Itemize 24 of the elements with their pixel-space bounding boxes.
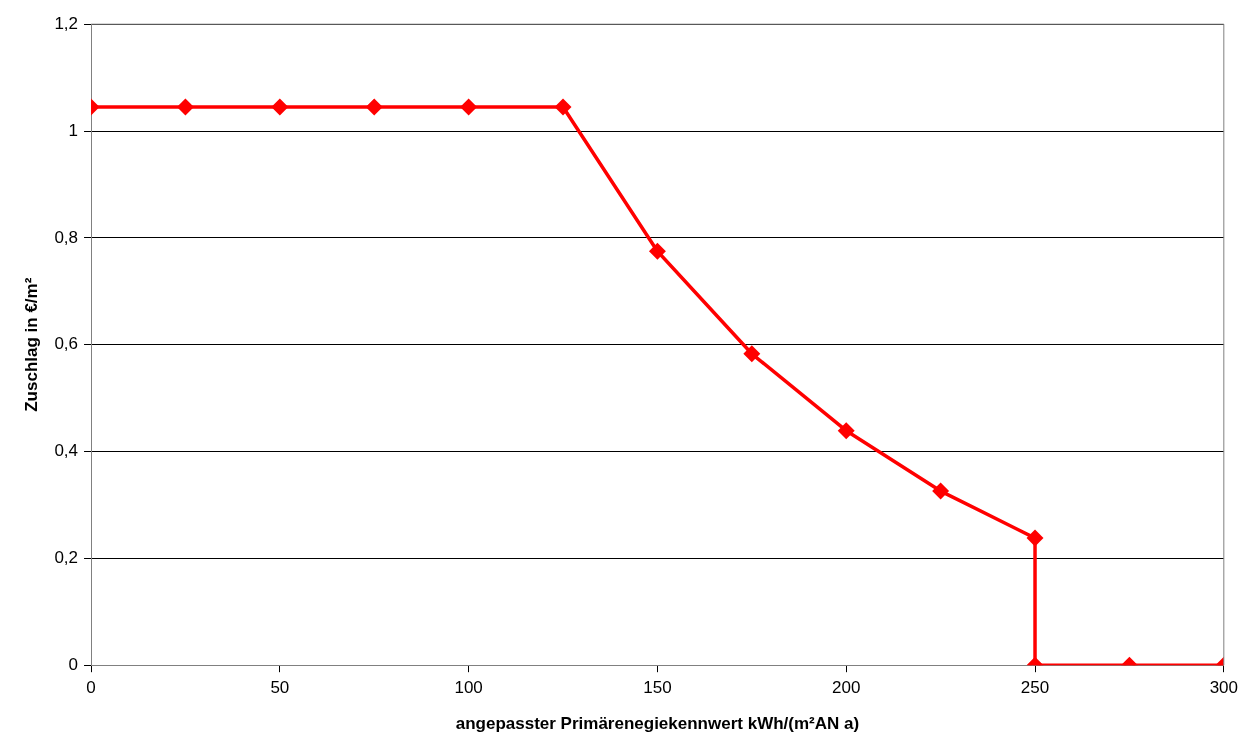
point xyxy=(272,99,288,115)
y-tick-label: 0,4 xyxy=(54,441,79,461)
point xyxy=(555,99,571,115)
point xyxy=(177,99,194,115)
y-tick-label: 1,2 xyxy=(54,13,79,33)
x-axis-title: angepasster Primärenegiekennwert kWh/(m²AN a) xyxy=(455,714,860,734)
point xyxy=(460,99,477,115)
point xyxy=(366,99,382,115)
point xyxy=(838,422,854,439)
x-tick-label: 100 xyxy=(454,678,483,698)
x-tick-label: 0 xyxy=(86,678,96,698)
point xyxy=(744,346,760,362)
y-tick-label: 0 xyxy=(68,654,79,674)
y-tick-label: 1 xyxy=(68,120,79,140)
x-tick-label: 150 xyxy=(643,678,672,698)
point xyxy=(649,243,666,259)
y-tick-label: 0,8 xyxy=(54,227,79,247)
y-tick-label: 0,2 xyxy=(54,548,79,568)
x-tick-label: 200 xyxy=(832,678,861,698)
y-tick-label: 0,6 xyxy=(54,334,79,354)
x-tick-label: 50 xyxy=(270,678,290,698)
x-tick-label: 250 xyxy=(1020,678,1050,698)
x-tick-label: 300 xyxy=(1209,678,1239,698)
y-axis-title: Zuschlag in €/m² xyxy=(21,277,41,412)
